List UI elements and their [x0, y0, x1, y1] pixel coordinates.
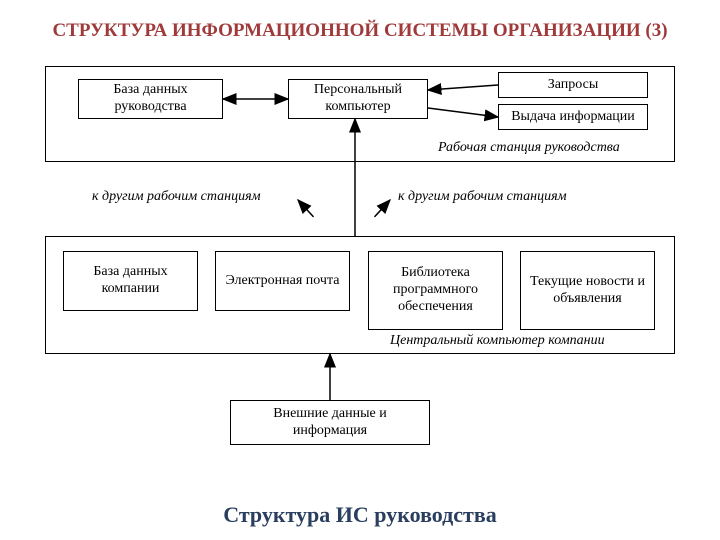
- arrow-a-ws-left: [298, 200, 313, 216]
- node-news: Текущие новости и объявления: [520, 251, 655, 330]
- label-left-ws: к другим рабочим станциям: [92, 189, 261, 205]
- node-requests: Запросы: [498, 72, 648, 98]
- node-lib: Библиотека программного обеспечения: [368, 251, 503, 330]
- label-right-ws: к другим рабочим станциям: [398, 189, 567, 205]
- label-ws: Рабочая станция руководства: [438, 140, 620, 156]
- label-cc: Центральный компьютер компании: [390, 333, 605, 349]
- page-title: СТРУКТУРА ИНФОРМАЦИОННОЙ СИСТЕМЫ ОРГАНИЗ…: [30, 20, 690, 42]
- page-subtitle: Структура ИС руководства: [170, 502, 550, 528]
- node-email: Электронная почта: [215, 251, 350, 311]
- node-external: Внешние данные и информация: [230, 400, 430, 445]
- arrow-a-ws-right: [375, 200, 390, 216]
- node-db-company: База данных компании: [63, 251, 198, 311]
- node-pc: Персональный компьютер: [288, 79, 428, 119]
- node-db-lead: База данных руководства: [78, 79, 223, 119]
- node-output: Выдача информации: [498, 104, 648, 130]
